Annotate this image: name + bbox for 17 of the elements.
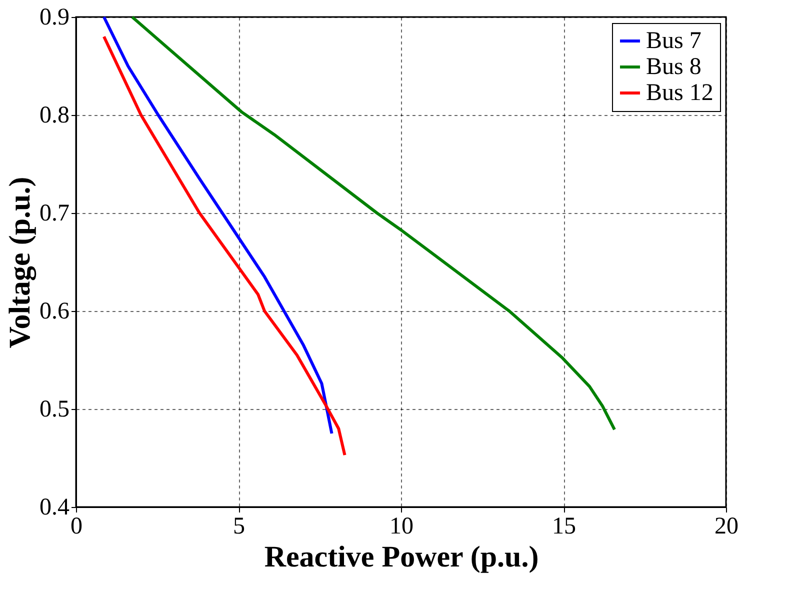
y-axis-title: Voltage (p.u.) bbox=[4, 176, 36, 348]
y-tick-label: 0.7 bbox=[40, 200, 70, 226]
y-tick-label: 0.9 bbox=[40, 4, 70, 30]
legend-label: Bus 8 bbox=[646, 54, 702, 80]
x-tick-label: 5 bbox=[233, 514, 245, 540]
y-tick-label: 0.8 bbox=[40, 102, 70, 128]
x-tick-label: 15 bbox=[552, 514, 576, 540]
x-tick-label: 10 bbox=[390, 514, 414, 540]
legend-label: Bus 7 bbox=[646, 28, 702, 54]
x-tick-label: 20 bbox=[714, 514, 738, 540]
y-tick-label: 0.4 bbox=[40, 494, 70, 520]
y-tick-label: 0.5 bbox=[40, 396, 70, 422]
x-tick-label: 0 bbox=[70, 514, 82, 540]
line-series bbox=[130, 16, 616, 432]
x-axis-title: Reactive Power (p.u.) bbox=[264, 540, 539, 574]
legend-label: Bus 12 bbox=[646, 80, 714, 106]
y-tick-label: 0.6 bbox=[40, 298, 70, 324]
